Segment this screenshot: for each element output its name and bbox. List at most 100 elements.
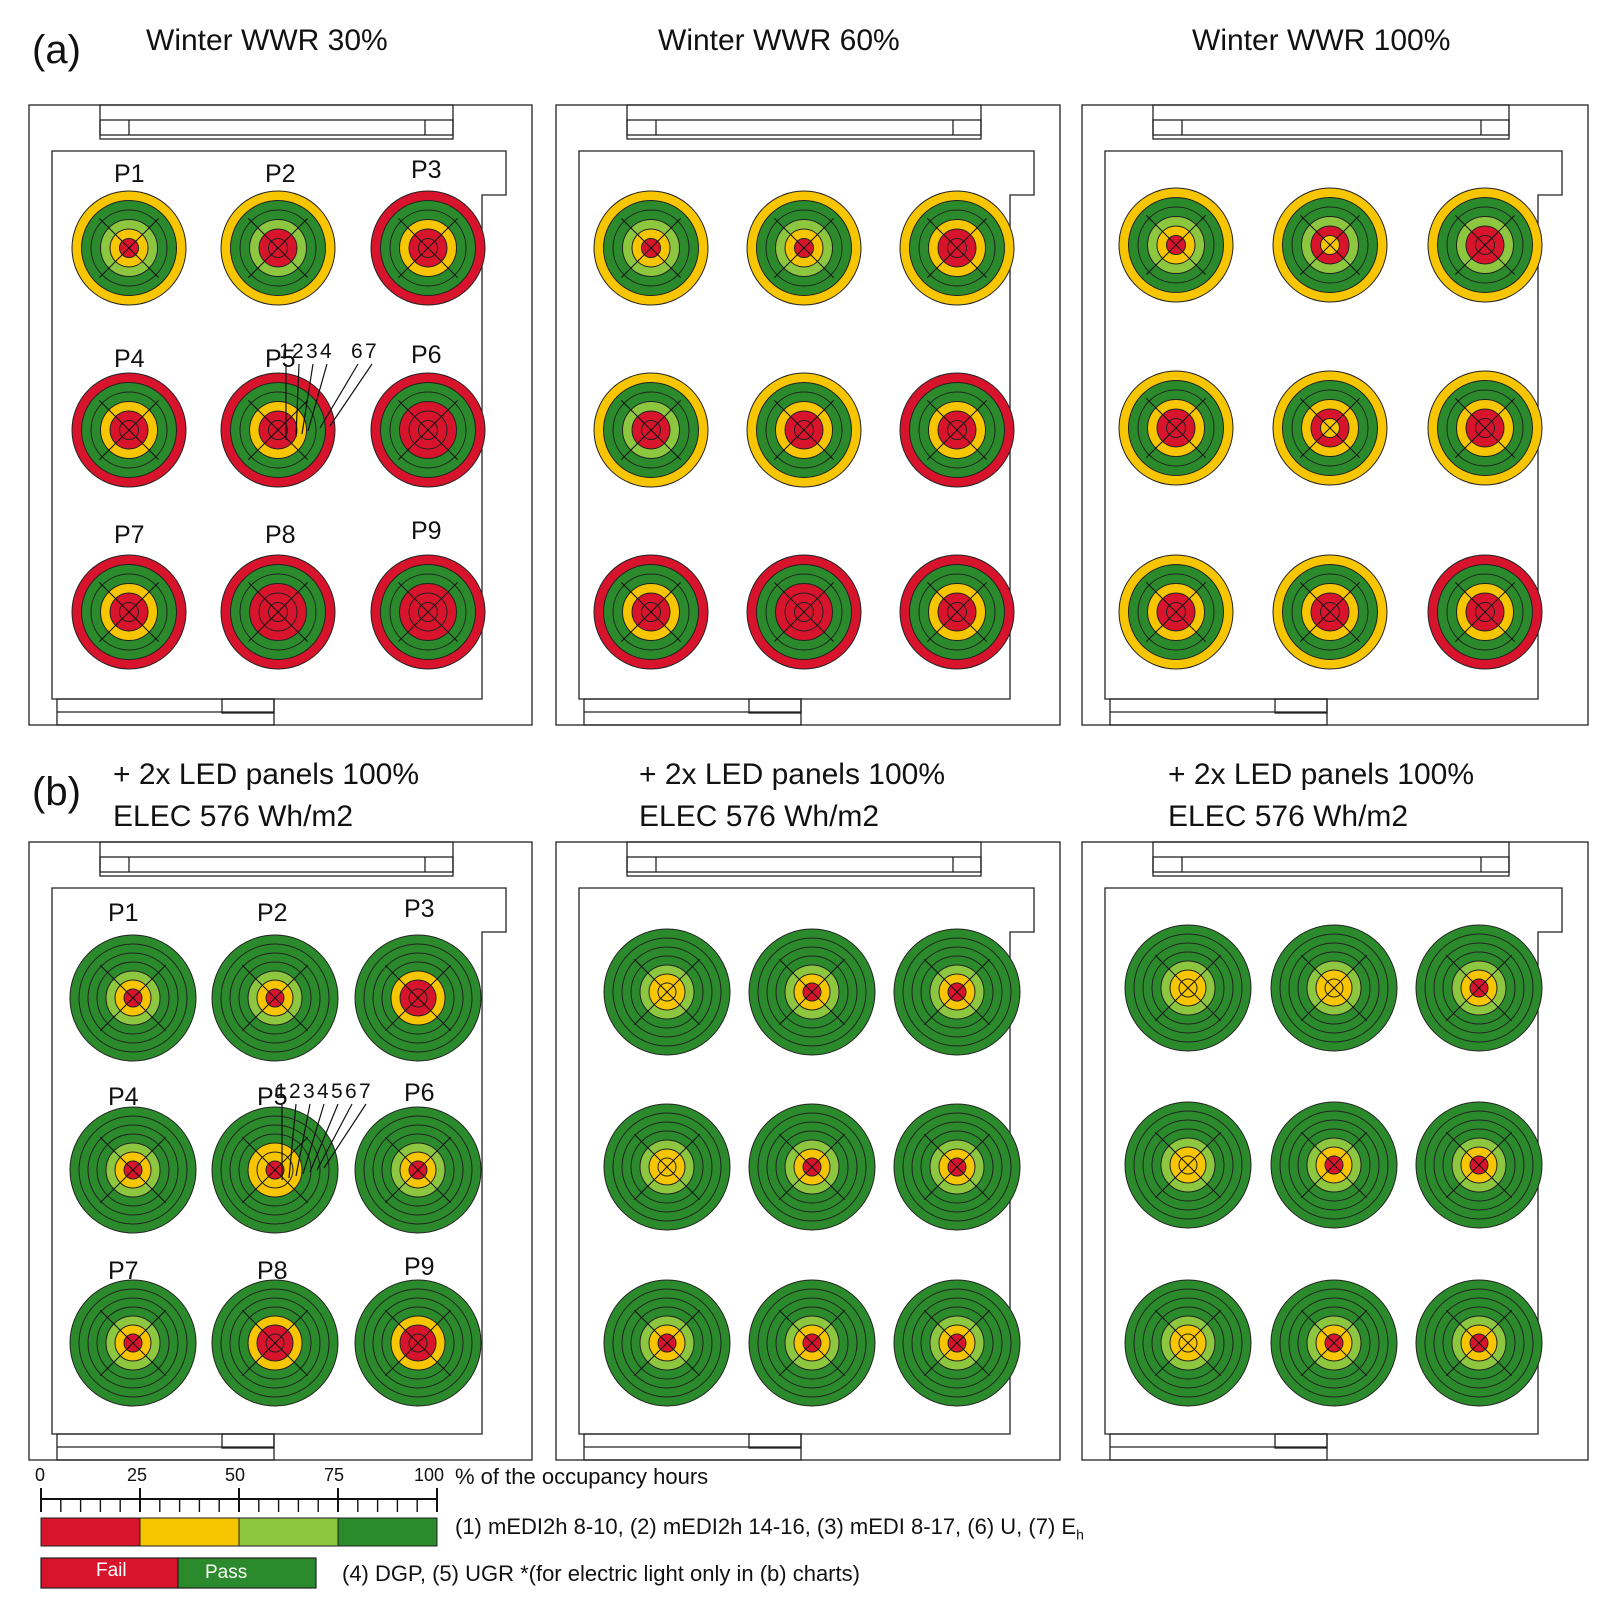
plan-window-sill (99, 856, 454, 873)
plan-window-sill (626, 856, 982, 873)
scale-tick-100: 100 (414, 1465, 445, 1485)
target-crosshair (99, 400, 159, 460)
point-label-a-p3: P3 (411, 156, 442, 184)
target-a3-p7 (1118, 554, 1234, 670)
target-crosshair (774, 400, 834, 460)
plan-door (748, 698, 802, 714)
target-crosshair (99, 582, 159, 642)
target-crosshair (927, 582, 987, 642)
target-crosshair (384, 964, 452, 1032)
panel-a1-title: Winter WWR 30% (146, 24, 388, 57)
target-a2-p6 (899, 372, 1015, 488)
point-label-b-p1: P1 (108, 899, 139, 927)
plan-room-outline (1104, 887, 1563, 1435)
plan-door (1274, 1433, 1328, 1449)
scale-segment (40, 1517, 141, 1547)
plan-window-sill (1152, 119, 1510, 136)
target-a3-p1 (1118, 187, 1234, 303)
target-a2-p4 (593, 372, 709, 488)
metric-leader-lines-a (285, 363, 373, 440)
plan-window-sill (1152, 856, 1510, 873)
point-label-a-p6: P6 (411, 341, 442, 369)
target-b1-p7 (69, 1279, 197, 1407)
target-crosshair (1146, 398, 1206, 458)
target-a3-p5 (1272, 370, 1388, 486)
target-crosshair (1445, 1309, 1513, 1377)
target-crosshair (1154, 1309, 1222, 1377)
scale-caption: % of the occupancy hours (455, 1464, 709, 1489)
pass-swatch (177, 1557, 317, 1589)
target-a1-p9 (370, 554, 486, 670)
target-crosshair (241, 964, 309, 1032)
target-crosshair (621, 218, 681, 278)
leader-line (301, 363, 314, 435)
target-crosshair (1300, 215, 1360, 275)
leader-line (319, 363, 359, 429)
section-a-label: (a) (32, 28, 81, 72)
panel-b1-title-line2: ELEC 576 Wh/m2 (113, 800, 354, 833)
plan-door (221, 1433, 275, 1449)
target-a2-p8 (746, 554, 862, 670)
target-a2-p2 (746, 190, 862, 306)
target-b1-p9 (354, 1279, 482, 1407)
target-a1-p1 (71, 190, 187, 306)
point-label-b-p6: P6 (404, 1079, 435, 1107)
target-a3-p3 (1427, 187, 1543, 303)
scale-segment (238, 1517, 339, 1547)
target-b2-p3 (893, 928, 1021, 1056)
scale-tick-25: 25 (127, 1465, 148, 1485)
point-label-b-p5: P5 (257, 1083, 288, 1111)
metric-key-b-6: 6 (345, 1080, 357, 1103)
target-crosshair (923, 1133, 991, 1201)
panel-b3-title-line2: ELEC 576 Wh/m2 (1168, 800, 1409, 833)
target-crosshair (1154, 954, 1222, 1022)
target-b1-p3 (354, 934, 482, 1062)
target-b1-p6 (354, 1106, 482, 1234)
target-a1-p2 (220, 190, 336, 306)
target-crosshair (633, 1133, 701, 1201)
leader-line (309, 1103, 339, 1173)
panel-b1-title-line1: + 2x LED panels 100% (113, 758, 420, 791)
point-label-b-p7: P7 (108, 1257, 139, 1285)
target-crosshair (1154, 1131, 1222, 1199)
panel-b2-title-line2: ELEC 576 Wh/m2 (639, 800, 880, 833)
leader-line (316, 1103, 353, 1171)
scale-segment (337, 1517, 438, 1547)
target-crosshair (1146, 215, 1206, 275)
metric-key-b-4: 4 (317, 1080, 329, 1103)
target-a2-p9 (899, 554, 1015, 670)
legend-scale-bar (40, 1488, 438, 1547)
point-label-b-p3: P3 (404, 895, 435, 923)
target-b1-p2 (211, 934, 339, 1062)
target-crosshair (927, 218, 987, 278)
target-b1-p1 (69, 934, 197, 1062)
target-crosshair (248, 218, 308, 278)
metric-key-b-1: 1 (275, 1080, 287, 1103)
leader-line (302, 1103, 325, 1175)
target-crosshair (778, 1133, 846, 1201)
point-label-a-p8: P8 (265, 521, 296, 549)
target-a2-p3 (899, 190, 1015, 306)
target-a1-p6 (370, 372, 486, 488)
target-crosshair (923, 1309, 991, 1377)
plan-window (626, 104, 982, 140)
target-crosshair (384, 1136, 452, 1204)
scale-tick-75: 75 (324, 1465, 345, 1485)
target-crosshair (384, 1309, 452, 1377)
target-crosshair (398, 218, 458, 278)
plan-window (99, 841, 454, 877)
target-b3-p8 (1270, 1279, 1398, 1407)
metric-key-a-1: 1 (279, 340, 291, 363)
scale-tick-50: 50 (225, 1465, 246, 1485)
target-crosshair (1300, 1309, 1368, 1377)
target-b2-p6 (893, 1103, 1021, 1231)
floor-plan-b1 (28, 841, 533, 1461)
floor-plan-a2 (555, 104, 1061, 726)
plan-window-sill (626, 119, 982, 136)
metric-key-b-5: 5 (331, 1080, 343, 1103)
target-b3-p3 (1415, 924, 1543, 1052)
pass-label: Pass (205, 1562, 248, 1583)
metric-key-a-4: 4 (320, 340, 332, 363)
metric-key-a-2: 2 (292, 340, 304, 363)
